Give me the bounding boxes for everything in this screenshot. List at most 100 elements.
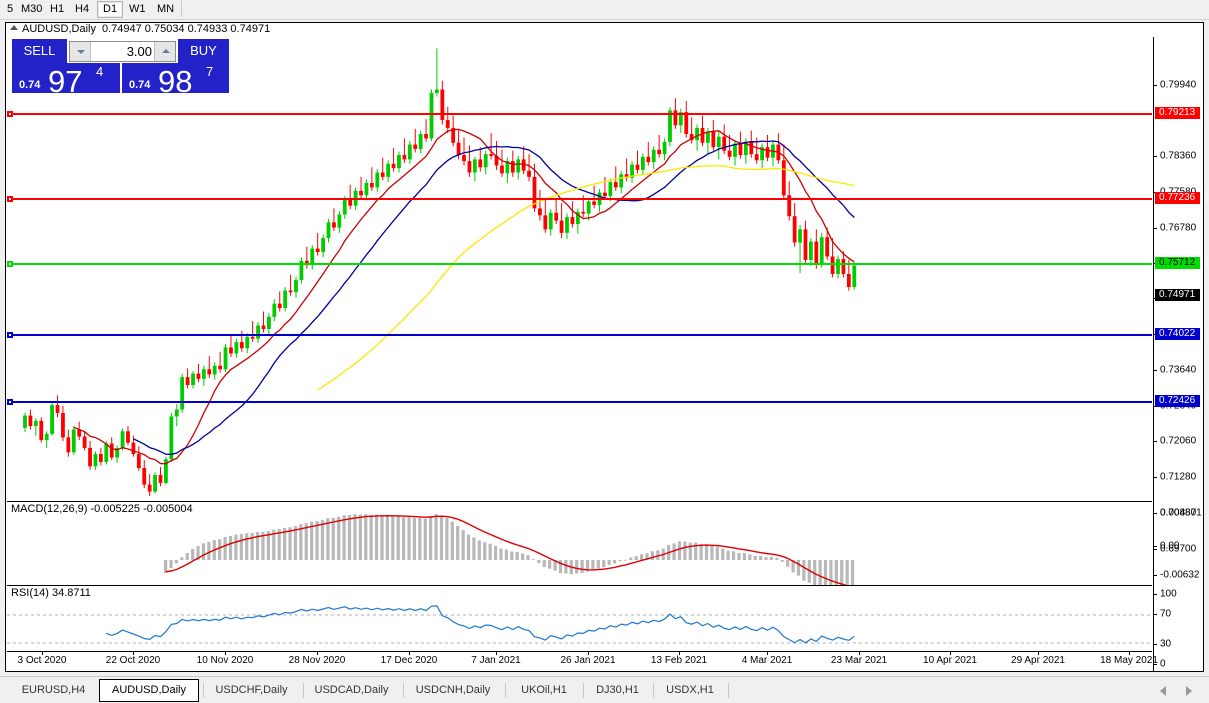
chart-tab-ukoil-h1[interactable]: UKOil,H1 <box>521 684 567 696</box>
pivot-0.75712[interactable] <box>7 261 1152 267</box>
chart-tab-usdcnh-daily[interactable]: USDCNH,Daily <box>415 684 491 696</box>
axis-tick <box>1154 546 1157 547</box>
price-tick-label: 0.73640 <box>1160 364 1197 376</box>
buy-price-prefix: 0.74 <box>129 79 151 91</box>
macd-pane[interactable]: MACD(12,26,9) -0.005225 -0.005004 <box>7 501 1152 586</box>
buy-button[interactable]: BUY <box>178 39 229 63</box>
timeframe-5[interactable]: 5 <box>7 3 14 15</box>
price-level-badge[interactable]: 0.74022 <box>1155 328 1200 340</box>
time-axis: 3 Oct 2020 22 Oct 2020 10 Nov 2020 28 Nov 2… <box>7 651 1158 671</box>
time-tick <box>859 652 860 655</box>
time-tick-label: 23 Mar 2021 <box>830 655 888 666</box>
chart-tab-usdcad-daily[interactable]: USDCAD,Daily <box>314 684 389 696</box>
sell-price-main: 97 <box>48 64 83 99</box>
sell-button[interactable]: SELL <box>12 39 67 63</box>
rsi-pane[interactable]: RSI(14) 34.8711 <box>7 586 1152 669</box>
axis-tick <box>1154 228 1157 229</box>
oct-controls-row: SELL 3.00 BUY <box>12 39 229 63</box>
timeframe-h1[interactable]: H1 <box>50 3 65 15</box>
timeframe-d1[interactable]: D1 <box>97 1 124 18</box>
resistance-0.79213[interactable] <box>7 111 1152 117</box>
support-0.74022[interactable] <box>7 332 1152 338</box>
rsi-tick-label: 0 <box>1160 658 1166 670</box>
price-tick-label: 0.76780 <box>1160 222 1197 234</box>
price-scale[interactable]: 0.799400.783600.775800.767800.760000.752… <box>1153 37 1203 671</box>
axis-tick <box>1154 477 1157 478</box>
price-tick-label: 0.79940 <box>1160 79 1197 91</box>
price-pane[interactable] <box>7 37 1152 496</box>
line-drag-handle[interactable] <box>7 261 13 267</box>
time-tick-label: 4 Mar 2021 <box>741 655 793 666</box>
timeframe-mn[interactable]: MN <box>157 3 175 15</box>
sell-price-prefix: 0.74 <box>19 79 41 91</box>
line-drag-handle[interactable] <box>7 399 13 405</box>
scroll-right-icon[interactable] <box>1186 686 1192 696</box>
tab-divider <box>728 683 729 698</box>
buy-price-display[interactable]: 0.74 98 7 <box>122 63 229 97</box>
macd-title: MACD(12,26,9) -0.005225 -0.005004 <box>11 503 193 515</box>
time-tick-label: 3 Oct 2020 <box>17 655 67 666</box>
sell-price-point: 4 <box>96 64 104 79</box>
time-tick-label: 10 Apr 2021 <box>923 655 977 666</box>
time-tick-label: 13 Feb 2021 <box>650 655 708 666</box>
time-tick-label: 18 May 2021 <box>1100 655 1158 666</box>
chart-tab-dj30-h1[interactable]: DJ30,H1 <box>596 684 639 696</box>
axis-tick <box>1154 614 1157 615</box>
support-0.72426[interactable] <box>7 399 1152 405</box>
tab-divider <box>203 683 204 698</box>
timeframe-toolbar: 5 M30 H1 H4 D1 W1 MN <box>0 0 1209 20</box>
price-level-badge[interactable]: 0.72426 <box>1155 395 1200 407</box>
tab-divider <box>583 683 584 698</box>
time-tick <box>317 652 318 655</box>
line-drag-handle[interactable] <box>7 196 13 202</box>
price-level-badge[interactable]: 0.74971 <box>1155 289 1200 301</box>
time-tick <box>588 652 589 655</box>
timeframe-h4[interactable]: H4 <box>75 3 90 15</box>
time-tick <box>950 652 951 655</box>
macd-tick-label: 0.008871 <box>1160 507 1202 519</box>
lot-increase-button[interactable] <box>154 42 175 61</box>
macd-tick-label: -0.00632 <box>1160 569 1200 581</box>
chart-tab-usdchf-daily[interactable]: USDCHF,Daily <box>215 684 288 696</box>
line-drag-handle[interactable] <box>7 111 13 117</box>
time-tick-label: 26 Jan 2021 <box>560 655 616 666</box>
axis-tick <box>1154 549 1157 550</box>
timeframe-w1[interactable]: W1 <box>129 3 146 15</box>
price-tick-label: 0.69700 <box>1160 543 1197 555</box>
lot-decrease-button[interactable] <box>70 42 91 61</box>
price-level-badge[interactable]: 0.77236 <box>1155 192 1200 204</box>
resistance-0.77236[interactable] <box>7 196 1152 202</box>
time-tick-label: 22 Oct 2020 <box>105 655 161 666</box>
rsi-tick-label: 30 <box>1160 638 1172 650</box>
axis-tick <box>1154 644 1157 645</box>
macd-chart <box>164 514 855 585</box>
chart-title-bar: AUDUSD,Daily 0.74947 0.75034 0.74933 0.74… <box>6 23 1203 37</box>
price-tick-label: 0.71280 <box>1160 471 1197 483</box>
chart-tab-eurusd-h4[interactable]: EURUSD,H4 <box>21 684 86 696</box>
axis-tick <box>1154 513 1157 514</box>
lot-size-stepper[interactable]: 3.00 <box>69 41 176 62</box>
rsi-title: RSI(14) 34.8711 <box>11 587 91 599</box>
time-tick <box>1038 652 1039 655</box>
time-tick <box>409 652 410 655</box>
chart-window: AUDUSD,Daily 0.74947 0.75034 0.74933 0.74… <box>5 22 1204 672</box>
scroll-left-icon[interactable] <box>1160 686 1166 696</box>
sell-price-display[interactable]: 0.74 97 4 <box>12 63 120 97</box>
axis-tick <box>1154 156 1157 157</box>
line-drag-handle[interactable] <box>7 332 13 338</box>
lot-size-value[interactable]: 3.00 <box>126 44 152 59</box>
time-tick-label: 17 Dec 2020 <box>380 655 438 666</box>
tab-divider <box>653 683 654 698</box>
price-level-badge[interactable]: 0.75712 <box>1155 257 1200 269</box>
time-tick-label: 7 Jan 2021 <box>471 655 521 666</box>
time-tick-label: 10 Nov 2020 <box>196 655 254 666</box>
triangle-up-icon[interactable] <box>10 25 18 30</box>
chart-tab-usdx-h1[interactable]: USDX,H1 <box>666 684 714 696</box>
axis-tick <box>1154 575 1157 576</box>
time-tick-label: 28 Nov 2020 <box>288 655 346 666</box>
chart-tab-audusd-daily[interactable]: AUDUSD,Daily <box>99 679 199 702</box>
price-level-badge[interactable]: 0.79213 <box>1155 107 1200 119</box>
timeframe-m30[interactable]: M30 <box>21 3 43 15</box>
axis-tick <box>1154 664 1157 665</box>
